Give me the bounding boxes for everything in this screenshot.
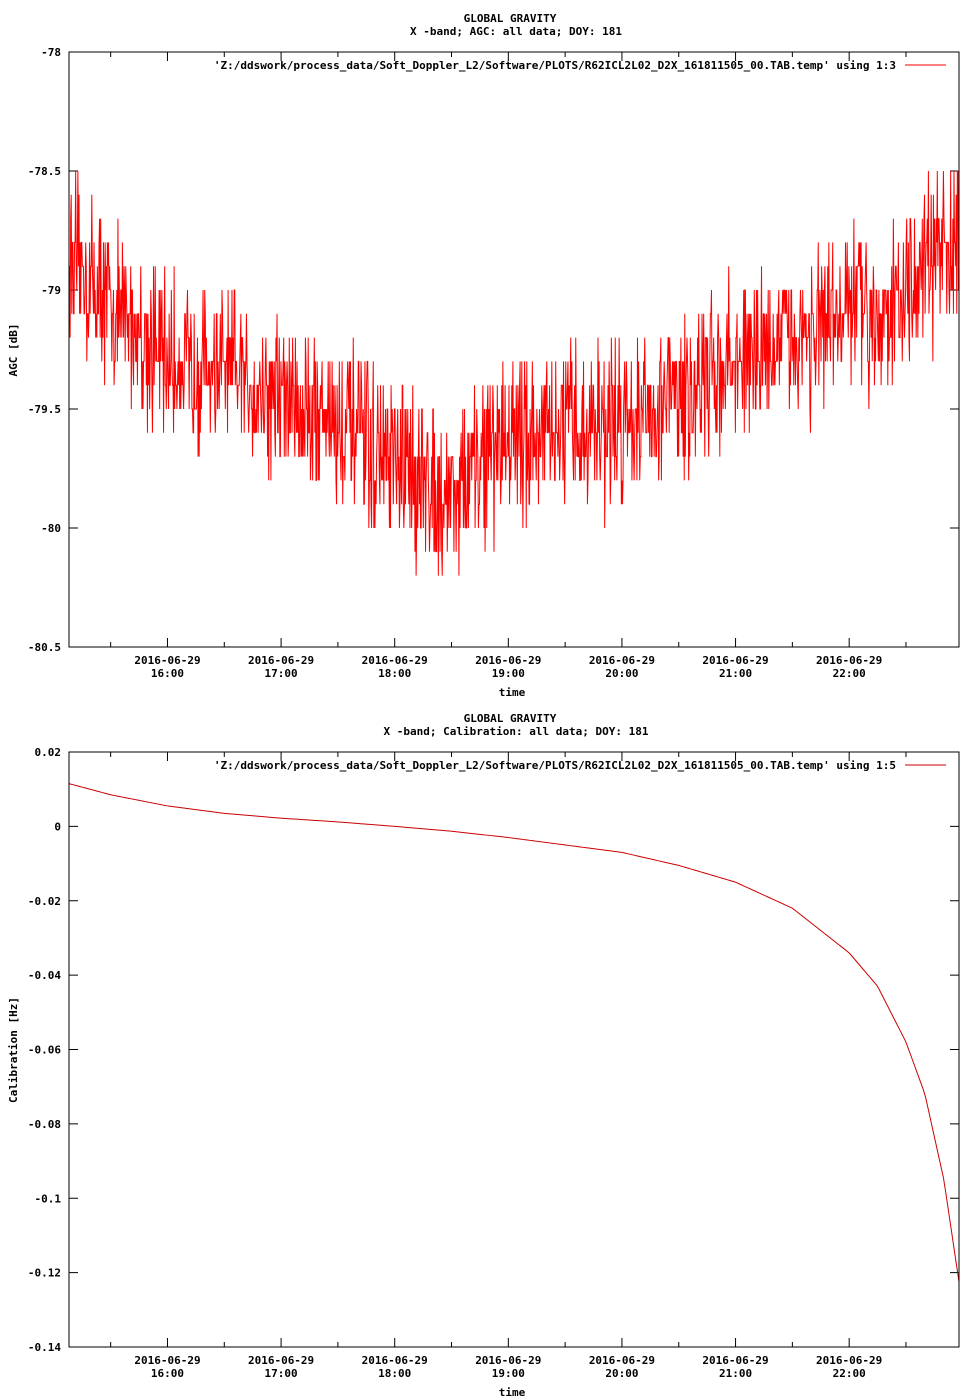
x-tick-date-label: 2016-06-29 xyxy=(475,654,541,667)
x-tick-date-label: 2016-06-29 xyxy=(362,1354,428,1367)
x-tick-date-label: 2016-06-29 xyxy=(248,1354,314,1367)
x-tick-time-label: 21:00 xyxy=(719,667,752,680)
legend-entry: 'Z:/ddswork/process_data/Soft_Doppler_L2… xyxy=(214,759,896,772)
x-tick-time-label: 17:00 xyxy=(265,667,298,680)
axes-ticks: 0.02 0 -0.02 -0.04 -0.06 -0.08 -0.1 -0.12 -0.14 2… xyxy=(28,746,959,1380)
chart-subtitle: X -band; Calibration: all data; DOY: 181 xyxy=(384,725,649,738)
y-tick-label: 0 xyxy=(54,820,61,833)
y-tick-label: -0.1 xyxy=(35,1192,62,1205)
y-axis-label: AGC [dB] xyxy=(7,324,20,377)
y-tick-label: -78.5 xyxy=(28,165,61,178)
plot-frame xyxy=(68,51,960,648)
chart-title: GLOBAL GRAVITY xyxy=(464,712,557,725)
x-tick-date-label: 2016-06-29 xyxy=(134,1354,200,1367)
x-tick-date-label: 2016-06-29 xyxy=(248,654,314,667)
y-tick-label: -78 xyxy=(41,46,61,59)
calibration-chart: GLOBAL GRAVITY X -band; Calibration: all… xyxy=(7,712,960,1399)
y-axis-label: Calibration [Hz] xyxy=(7,997,20,1103)
y-tick-label: -0.14 xyxy=(28,1341,61,1354)
calibration-series-line xyxy=(68,783,960,1282)
x-tick-time-label: 17:00 xyxy=(265,1367,298,1380)
chart-title: GLOBAL GRAVITY xyxy=(464,12,557,25)
y-tick-label: -0.08 xyxy=(28,1118,61,1131)
y-tick-label: -0.02 xyxy=(28,895,61,908)
y-tick-label: -79.5 xyxy=(28,403,61,416)
x-tick-time-label: 20:00 xyxy=(605,1367,638,1380)
x-tick-time-label: 19:00 xyxy=(492,1367,525,1380)
y-tick-label: -80.5 xyxy=(28,641,61,654)
y-tick-label: -0.06 xyxy=(28,1044,61,1057)
x-tick-date-label: 2016-06-29 xyxy=(816,654,882,667)
agc-chart: GLOBAL GRAVITY X -band; AGC: all data; D… xyxy=(7,12,960,699)
x-tick-date-label: 2016-06-29 xyxy=(362,654,428,667)
legend-entry: 'Z:/ddswork/process_data/Soft_Doppler_L2… xyxy=(214,59,896,72)
plot-frame xyxy=(68,751,960,1348)
y-tick-label: -0.12 xyxy=(28,1267,61,1280)
chart-subtitle: X -band; AGC: all data; DOY: 181 xyxy=(410,25,622,38)
x-tick-date-label: 2016-06-29 xyxy=(702,1354,768,1367)
x-tick-date-label: 2016-06-29 xyxy=(134,654,200,667)
x-tick-time-label: 16:00 xyxy=(151,1367,184,1380)
x-tick-date-label: 2016-06-29 xyxy=(816,1354,882,1367)
x-tick-time-label: 16:00 xyxy=(151,667,184,680)
x-tick-time-label: 21:00 xyxy=(719,1367,752,1380)
x-tick-date-label: 2016-06-29 xyxy=(702,654,768,667)
y-tick-label: -0.04 xyxy=(28,969,61,982)
x-axis-label: time xyxy=(499,686,526,699)
x-axis-label: time xyxy=(499,1386,526,1399)
x-tick-date-label: 2016-06-29 xyxy=(475,1354,541,1367)
x-tick-time-label: 19:00 xyxy=(492,667,525,680)
y-tick-label: 0.02 xyxy=(35,746,62,759)
x-tick-date-label: 2016-06-29 xyxy=(589,654,655,667)
x-tick-time-label: 18:00 xyxy=(378,1367,411,1380)
x-tick-time-label: 18:00 xyxy=(378,667,411,680)
y-tick-label: -79 xyxy=(41,284,61,297)
y-tick-label: -80 xyxy=(41,522,61,535)
x-tick-time-label: 22:00 xyxy=(833,667,866,680)
axes-ticks: -78-78.5-79-79.5-80-80.52016-06-2916:002… xyxy=(28,46,959,680)
x-tick-time-label: 20:00 xyxy=(605,667,638,680)
x-tick-time-label: 22:00 xyxy=(833,1367,866,1380)
agc-series-line xyxy=(69,170,960,576)
x-tick-date-label: 2016-06-29 xyxy=(589,1354,655,1367)
